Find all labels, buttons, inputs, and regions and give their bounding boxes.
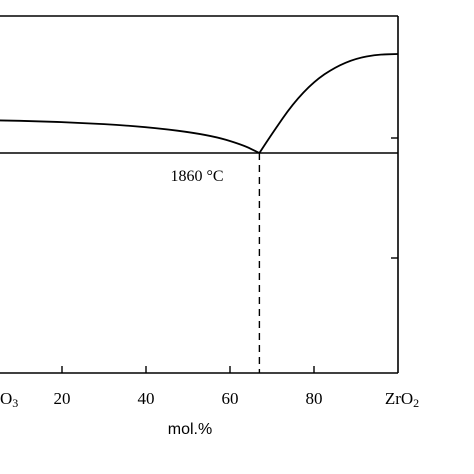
x-tick-label: 20 <box>54 389 71 408</box>
series-layer <box>0 53 399 373</box>
x-ticks-layer: O3 20 40 60 80 ZrO2 <box>0 366 419 410</box>
x-tick-label: 60 <box>222 389 239 408</box>
x-axis-title: mol.% <box>168 421 212 438</box>
x-tick-label: 80 <box>306 389 323 408</box>
liquidus-curve-right <box>258 53 399 154</box>
x-tick-label: 40 <box>138 389 155 408</box>
plot-frame <box>0 15 399 374</box>
eutectic-label: 1860 °C <box>170 168 223 185</box>
x-tick-label: ZrO2 <box>385 389 419 410</box>
liquidus-curve-left <box>0 119 260 154</box>
x-tick-label: O3 <box>0 389 18 410</box>
